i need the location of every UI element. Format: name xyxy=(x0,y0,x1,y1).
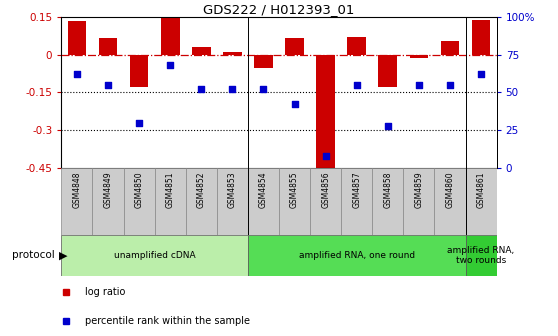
Bar xyxy=(316,55,335,171)
Point xyxy=(104,82,113,88)
Bar xyxy=(410,55,428,58)
Text: percentile rank within the sample: percentile rank within the sample xyxy=(85,316,251,326)
Text: GSM4856: GSM4856 xyxy=(321,171,330,208)
Text: GSM4857: GSM4857 xyxy=(352,171,361,208)
Bar xyxy=(68,20,86,55)
Text: protocol: protocol xyxy=(12,250,55,260)
Bar xyxy=(348,37,366,55)
Bar xyxy=(93,168,123,235)
Bar xyxy=(155,168,186,235)
Bar xyxy=(472,20,490,55)
Text: log ratio: log ratio xyxy=(85,288,126,297)
Bar xyxy=(254,55,273,69)
Text: GSM4849: GSM4849 xyxy=(104,171,113,208)
Point xyxy=(415,82,424,88)
Text: GSM4854: GSM4854 xyxy=(259,171,268,208)
Point xyxy=(290,102,299,107)
Text: unamplified cDNA: unamplified cDNA xyxy=(114,251,195,260)
Bar xyxy=(372,168,403,235)
Bar xyxy=(435,168,465,235)
Bar xyxy=(192,47,210,55)
Bar xyxy=(248,235,465,276)
Text: GSM4850: GSM4850 xyxy=(134,171,143,208)
Bar xyxy=(465,235,497,276)
Text: GSM4861: GSM4861 xyxy=(477,171,485,208)
Bar xyxy=(161,17,180,55)
Point xyxy=(197,87,206,92)
Point xyxy=(73,72,81,77)
Bar xyxy=(279,168,310,235)
Point xyxy=(259,87,268,92)
Bar xyxy=(310,168,341,235)
Bar xyxy=(186,168,217,235)
Bar xyxy=(441,41,459,55)
Bar xyxy=(403,168,435,235)
Text: amplified RNA,
two rounds: amplified RNA, two rounds xyxy=(448,246,514,265)
Point xyxy=(383,123,392,128)
Text: GSM4848: GSM4848 xyxy=(73,171,81,208)
Text: GSM4852: GSM4852 xyxy=(197,171,206,208)
Bar xyxy=(341,168,372,235)
Point xyxy=(228,87,237,92)
Text: GSM4853: GSM4853 xyxy=(228,171,237,208)
Bar xyxy=(123,168,155,235)
Text: GSM4851: GSM4851 xyxy=(166,171,175,208)
Text: GSM4859: GSM4859 xyxy=(415,171,424,208)
Text: GSM4855: GSM4855 xyxy=(290,171,299,208)
Bar xyxy=(465,168,497,235)
Text: ▶: ▶ xyxy=(59,250,67,260)
Point xyxy=(166,62,175,68)
Point xyxy=(321,153,330,159)
Bar xyxy=(378,55,397,87)
Bar xyxy=(248,168,279,235)
Bar xyxy=(223,52,242,55)
Point xyxy=(445,82,454,88)
Bar xyxy=(130,55,148,87)
Point xyxy=(352,82,361,88)
Bar xyxy=(61,235,248,276)
Bar xyxy=(99,38,117,55)
Point xyxy=(477,72,485,77)
Bar xyxy=(285,38,304,55)
Bar xyxy=(217,168,248,235)
Title: GDS222 / H012393_01: GDS222 / H012393_01 xyxy=(203,3,355,16)
Text: amplified RNA, one round: amplified RNA, one round xyxy=(299,251,415,260)
Point xyxy=(134,120,143,125)
Bar xyxy=(61,168,93,235)
Text: GSM4860: GSM4860 xyxy=(445,171,454,208)
Text: GSM4858: GSM4858 xyxy=(383,171,392,208)
